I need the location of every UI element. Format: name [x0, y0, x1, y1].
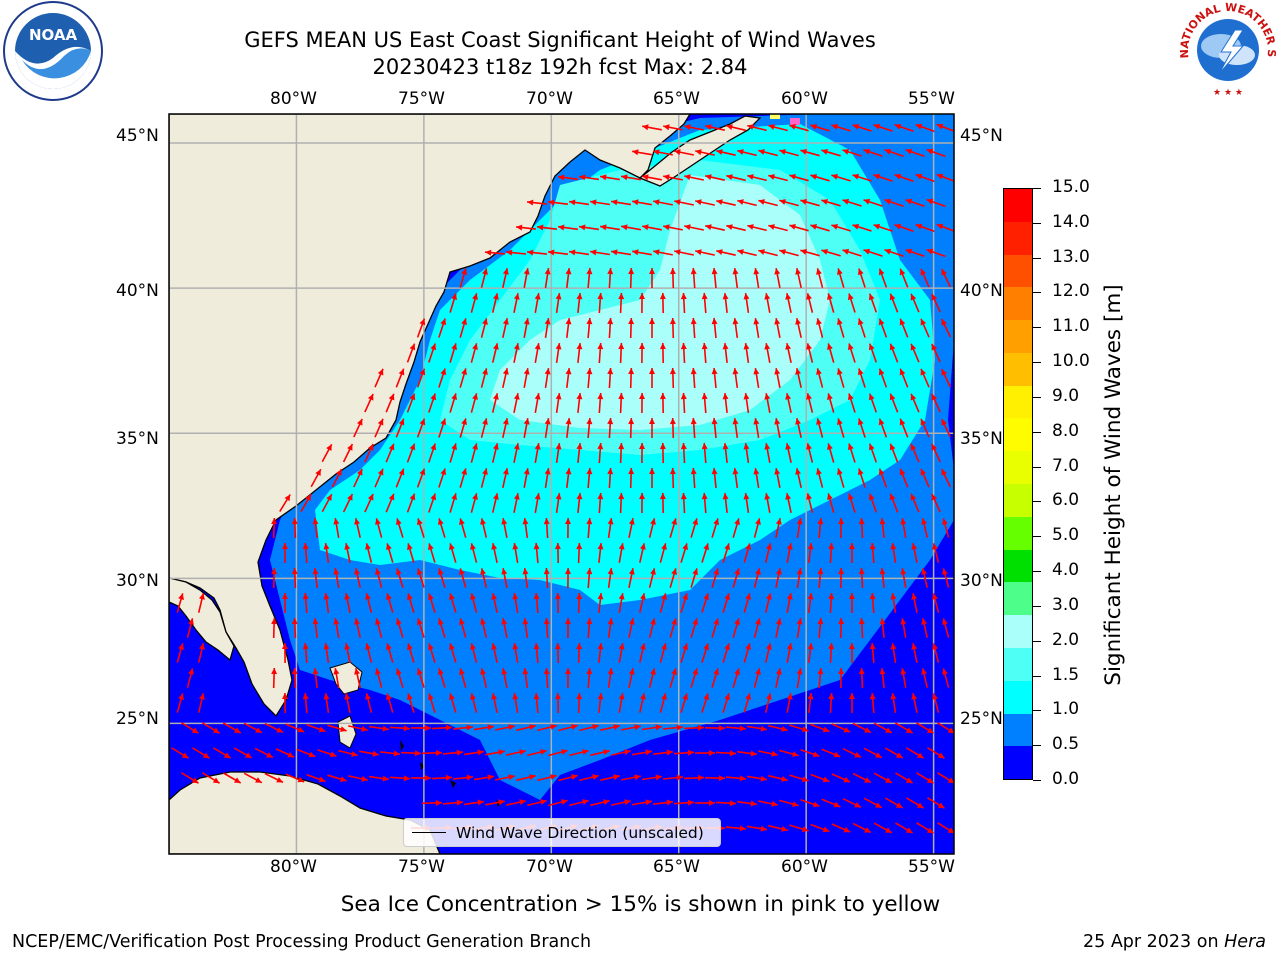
colorbar-tick-label: 15.0	[1052, 177, 1090, 197]
lon-label-top-55w: 55°W	[908, 89, 955, 109]
colorbar-cell	[1004, 418, 1032, 451]
colorbar-tick-mark	[1033, 397, 1041, 398]
colorbar-tick-mark	[1033, 606, 1041, 607]
lat-label-right-45n: 45°N	[960, 126, 1003, 146]
colorbar-tick-mark	[1033, 676, 1041, 677]
colorbar-cell	[1004, 287, 1032, 320]
colorbar-tick-mark	[1033, 188, 1041, 189]
lon-label-bottom-70w: 70°W	[526, 857, 573, 877]
lon-label-top-65w: 65°W	[653, 89, 700, 109]
footer-machine: Hera	[1224, 932, 1266, 952]
colorbar-cell	[1004, 714, 1032, 747]
colorbar-cell	[1004, 517, 1032, 550]
colorbar-cell	[1004, 484, 1032, 517]
colorbar-tick-mark	[1033, 536, 1041, 537]
colorbar-cell	[1004, 189, 1032, 222]
colorbar-tick-label: 12.0	[1052, 281, 1090, 301]
colorbar-cell	[1004, 386, 1032, 419]
lat-label-right-35n: 35°N	[960, 429, 1003, 449]
colorbar-tick-mark	[1033, 571, 1041, 572]
colorbar-tick-label: 11.0	[1052, 316, 1090, 336]
lat-label-right-25n: 25°N	[960, 709, 1003, 729]
colorbar	[1003, 188, 1033, 780]
sea-ice-caption: Sea Ice Concentration > 15% is shown in …	[168, 892, 1113, 917]
colorbar-tick-label: 13.0	[1052, 247, 1090, 267]
map-legend: Wind Wave Direction (unscaled)	[403, 818, 721, 847]
colorbar-cell	[1004, 320, 1032, 353]
legend-label: Wind Wave Direction (unscaled)	[456, 824, 704, 842]
colorbar-tick-mark	[1033, 223, 1041, 224]
colorbar-tick-label: 4.0	[1052, 560, 1079, 580]
lon-label-top-60w: 60°W	[781, 89, 828, 109]
lat-label-left-35n: 35°N	[116, 429, 159, 449]
lon-label-bottom-75w: 75°W	[398, 857, 445, 877]
lon-label-top-75w: 75°W	[398, 89, 445, 109]
lon-label-bottom-80w: 80°W	[270, 857, 317, 877]
colorbar-tick-mark	[1033, 641, 1041, 642]
lat-label-left-25n: 25°N	[116, 709, 159, 729]
colorbar-tick-mark	[1033, 258, 1041, 259]
lat-label-right-40n: 40°N	[960, 281, 1003, 301]
footer-date-text: 25 Apr 2023 on	[1083, 932, 1219, 952]
colorbar-tick-label: 10.0	[1052, 351, 1090, 371]
colorbar-tick-label: 14.0	[1052, 212, 1090, 232]
colorbar-cell	[1004, 550, 1032, 583]
colorbar-tick-mark	[1033, 292, 1041, 293]
colorbar-tick-label: 2.0	[1052, 630, 1079, 650]
lon-label-bottom-60w: 60°W	[781, 857, 828, 877]
colorbar-tick-mark	[1033, 467, 1041, 468]
lat-label-right-30n: 30°N	[960, 571, 1003, 591]
lon-label-top-80w: 80°W	[270, 89, 317, 109]
colorbar-cell	[1004, 681, 1032, 714]
colorbar-tick-label: 7.0	[1052, 456, 1079, 476]
colorbar-tick-label: 0.0	[1052, 769, 1079, 789]
colorbar-tick-mark	[1033, 432, 1041, 433]
lat-label-left-30n: 30°N	[116, 571, 159, 591]
colorbar-cell	[1004, 746, 1032, 779]
colorbar-tick-mark	[1033, 780, 1041, 781]
colorbar-tick-label: 9.0	[1052, 386, 1079, 406]
sea-ice-patch	[790, 118, 800, 125]
colorbar-cell	[1004, 222, 1032, 255]
lat-label-left-40n: 40°N	[116, 281, 159, 301]
colorbar-cell	[1004, 582, 1032, 615]
colorbar-label: Significant Height of Wind Waves [m]	[1100, 275, 1160, 695]
colorbar-tick-mark	[1033, 501, 1041, 502]
colorbar-cell	[1004, 648, 1032, 681]
colorbar-tick-label: 1.5	[1052, 665, 1079, 685]
lon-label-bottom-55w: 55°W	[908, 857, 955, 877]
colorbar-cell	[1004, 255, 1032, 288]
colorbar-tick-label: 6.0	[1052, 490, 1079, 510]
lon-label-top-70w: 70°W	[526, 89, 573, 109]
colorbar-tick-label: 0.5	[1052, 734, 1079, 754]
colorbar-cell	[1004, 615, 1032, 648]
colorbar-cell	[1004, 451, 1032, 484]
colorbar-tick-mark	[1033, 710, 1041, 711]
footer-branch: NCEP/EMC/Verification Post Processing Pr…	[12, 932, 591, 952]
footer-date: 25 Apr 2023 on Hera	[1083, 932, 1266, 952]
colorbar-tick-label: 5.0	[1052, 525, 1079, 545]
colorbar-tick-mark	[1033, 327, 1041, 328]
colorbar-tick-label: 8.0	[1052, 421, 1079, 441]
colorbar-tick-label: 3.0	[1052, 595, 1079, 615]
colorbar-tick-label: 1.0	[1052, 699, 1079, 719]
colorbar-tick-mark	[1033, 362, 1041, 363]
lat-label-left-45n: 45°N	[116, 126, 159, 146]
legend-line-swatch	[412, 832, 446, 833]
colorbar-tick-mark	[1033, 745, 1041, 746]
colorbar-cell	[1004, 353, 1032, 386]
lon-label-bottom-65w: 65°W	[653, 857, 700, 877]
